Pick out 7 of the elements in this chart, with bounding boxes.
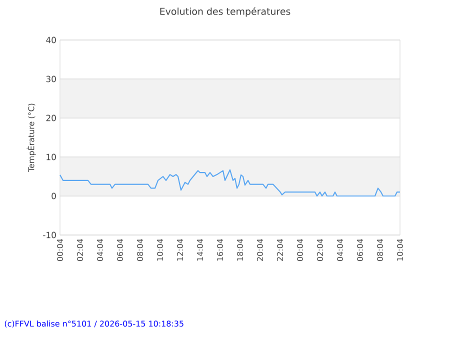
y-tick-label: 40 xyxy=(46,36,56,44)
y-tick-label: 30 xyxy=(46,76,56,82)
y-tick-label: 20 xyxy=(46,114,56,122)
y-tick-label: -10 xyxy=(43,232,56,238)
chart-title: Evolution des températures xyxy=(160,7,290,17)
y-tick-label: 10 xyxy=(46,154,56,160)
y-tick-label: 0 xyxy=(52,192,56,200)
